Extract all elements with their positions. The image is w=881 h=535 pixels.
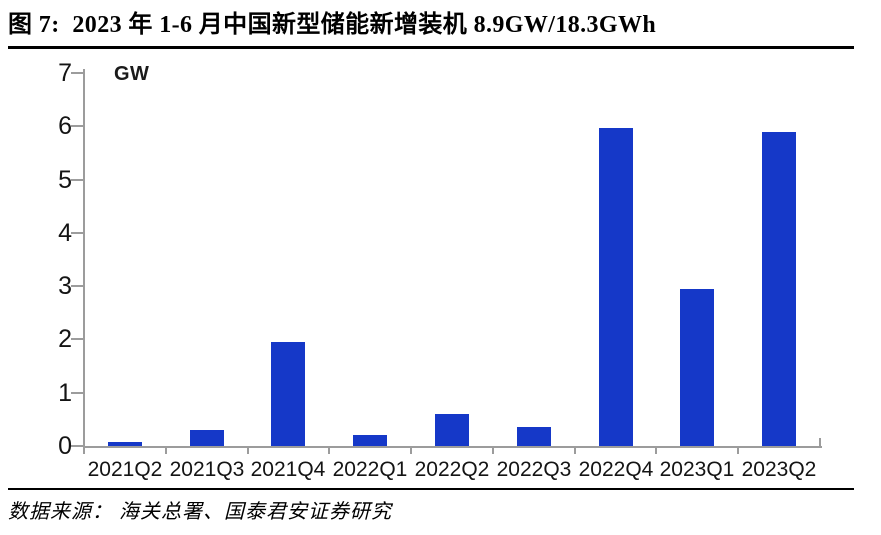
bar-2022Q4: [599, 128, 633, 446]
y-axis-tick: [71, 179, 83, 181]
bar-2021Q4: [271, 342, 305, 446]
data-source-note: 数据来源： 海关总署、国泰君安证券研究: [8, 501, 392, 523]
y-axis-tick: [71, 392, 83, 394]
x-axis-tick-label: 2022Q2: [414, 458, 490, 481]
x-axis-tick: [574, 446, 576, 454]
figure-title: 图 7: 2023 年 1-6 月中国新型储能新增装机 8.9GW/18.3GW…: [8, 12, 657, 38]
bar-2023Q1: [680, 289, 714, 446]
title-underline: [8, 46, 854, 49]
x-axis-tick-label: 2021Q4: [250, 458, 326, 481]
y-axis-tick-label: 3: [58, 272, 72, 300]
y-axis-tick-label: 5: [58, 166, 72, 194]
bar-2022Q2: [435, 414, 469, 446]
bar-2022Q1: [353, 435, 387, 446]
x-axis-tick: [83, 446, 85, 454]
y-axis-tick-label: 2: [58, 325, 72, 353]
y-axis-tick: [71, 232, 83, 234]
y-axis-tick-label: 0: [58, 432, 72, 460]
x-axis-tick: [737, 446, 739, 454]
y-axis-line: [83, 69, 85, 448]
y-axis-unit-label: GW: [114, 63, 150, 85]
x-axis-line: [83, 446, 822, 448]
x-axis-tick: [328, 446, 330, 454]
x-axis-tick: [247, 446, 249, 454]
x-axis-tick-label: 2022Q4: [578, 458, 654, 481]
bar-2022Q3: [517, 427, 551, 446]
y-axis-tick-label: 7: [58, 59, 72, 87]
footer-divider: [8, 488, 854, 490]
y-axis-tick: [71, 338, 83, 340]
x-axis-tick: [165, 446, 167, 454]
x-axis-tick-label: 2022Q1: [332, 458, 408, 481]
x-axis-tick: [819, 438, 821, 446]
x-axis-tick-label: 2021Q3: [169, 458, 245, 481]
x-axis-tick: [492, 446, 494, 454]
y-axis-tick-label: 1: [58, 379, 72, 407]
x-axis-tick-label: 2021Q2: [87, 458, 163, 481]
bar-2023Q2: [762, 132, 796, 446]
bar-2021Q2: [108, 442, 142, 446]
y-axis-tick-label: 4: [58, 219, 72, 247]
y-axis-tick-label: 6: [58, 112, 72, 140]
y-axis-tick: [71, 285, 83, 287]
y-axis-tick: [71, 445, 83, 447]
x-axis-tick-label: 2022Q3: [496, 458, 572, 481]
x-axis-tick-label: 2023Q1: [659, 458, 735, 481]
x-axis-tick: [410, 446, 412, 454]
bar-2021Q3: [190, 430, 224, 446]
x-axis-tick-label: 2023Q2: [741, 458, 817, 481]
y-axis-tick: [71, 72, 83, 74]
y-axis-tick: [71, 125, 83, 127]
x-axis-tick: [655, 446, 657, 454]
